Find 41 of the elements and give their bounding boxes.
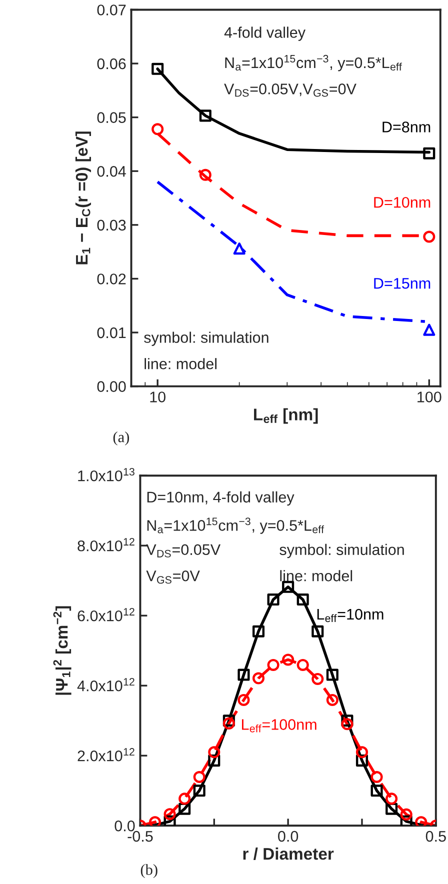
y-tick-label: 0.05 <box>97 112 126 124</box>
x-tick-label: 0.5 <box>426 830 446 842</box>
y-tick-label: 0.01 <box>97 327 126 338</box>
annotation: line: model <box>144 358 216 370</box>
y-tick-label: 6.0x10$^{12}$ <box>78 608 134 622</box>
y-tick-label: 2.0x10$^{12}$ <box>78 748 134 762</box>
annotation: V$_{DS}$=0.05V <box>146 544 221 558</box>
x-tick-label: -0.5 <box>128 830 153 842</box>
annotation: N$_{a}$=1x10$^{15}$cm$^{−3}$, y=0.5*L$_{eff}$ <box>225 54 402 72</box>
y-tick-label: 0.03 <box>97 220 126 231</box>
annotation: symbol: simulation <box>280 544 404 558</box>
annotation: line: model <box>280 570 352 582</box>
series-label: D=8nm <box>382 122 430 132</box>
y-tick-label: 0.04 <box>97 166 126 177</box>
annotation: 4-fold valley <box>224 26 306 41</box>
y-tick-label: 0.02 <box>97 274 126 284</box>
y-axis-title: |Ψ$_{1}$|$^{2}$ [cm$^{−2}$] <box>53 606 72 695</box>
annotation: V$_{DS}$=0.05V,V$_{GS}$=0V <box>224 84 356 97</box>
series-label: D=15nm <box>374 278 430 289</box>
y-tick-label: 1.0x10$^{13}$ <box>78 468 134 482</box>
text: (a) <box>113 432 129 446</box>
y-tick-label: 0.00 <box>97 381 126 392</box>
text: (b) <box>140 864 158 878</box>
y-tick-label: 4.0x10$^{12}$ <box>77 678 134 692</box>
annotation: V$_{GS}$=0V <box>146 570 200 584</box>
series-label: L$_{eff}$=10nm <box>317 608 384 622</box>
x-tick-label: 0.0 <box>278 830 298 842</box>
x-tick-label: 100 <box>418 392 442 402</box>
annotation: symbol: simulation <box>144 332 268 346</box>
x-tick-label: 10 <box>150 392 166 402</box>
x-axis-title: r / Diameter <box>243 848 334 860</box>
series-label: D=10nm <box>374 196 430 208</box>
y-tick-label: 0.07 <box>97 4 126 16</box>
y-axis-title: E$_{1}$ − E$_{C}$(r =0) [eV] <box>75 132 91 264</box>
y-tick-label: 0.06 <box>97 58 126 70</box>
x-axis-title: L$_{eff}$ [nm] <box>254 408 318 424</box>
y-tick-label: 0.0 <box>114 820 135 832</box>
y-tick-label: 8.0x10$^{12}$ <box>78 538 134 552</box>
annotation: N$_{a}$=1x10$^{15}$cm$^{−3}$, y=0.5*L$_{eff}$ <box>147 518 324 534</box>
series-label: L$_{eff}$=100nm <box>242 719 316 732</box>
annotation: D=10nm, 4-fold valley <box>147 491 294 506</box>
